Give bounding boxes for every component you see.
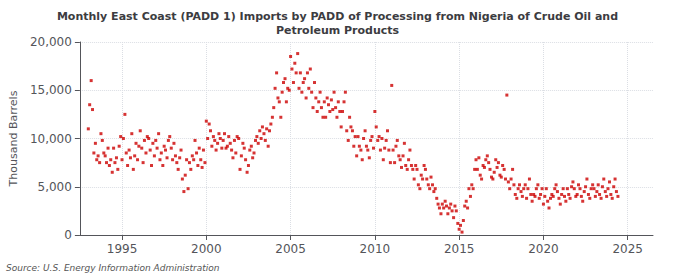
svg-text:2000: 2000 <box>191 242 222 256</box>
svg-text:2020: 2020 <box>528 242 559 256</box>
svg-text:15,000: 15,000 <box>30 83 72 97</box>
svg-text:2025: 2025 <box>612 242 643 256</box>
svg-text:Monthly East Coast (PADD 1) Im: Monthly East Coast (PADD 1) Imports by P… <box>57 10 618 23</box>
svg-text:Source: U.S. Energy Informatio: Source: U.S. Energy Information Administ… <box>6 263 220 273</box>
svg-text:2005: 2005 <box>275 242 306 256</box>
svg-text:5,000: 5,000 <box>38 180 72 194</box>
svg-text:Thousand Barrels: Thousand Barrels <box>7 90 20 187</box>
svg-text:20,000: 20,000 <box>30 35 72 49</box>
svg-text:Petroleum Products: Petroleum Products <box>276 24 400 37</box>
svg-text:2010: 2010 <box>360 242 391 256</box>
svg-text:1995: 1995 <box>107 242 138 256</box>
svg-text:0: 0 <box>64 228 72 242</box>
svg-text:2015: 2015 <box>444 242 475 256</box>
svg-text:10,000: 10,000 <box>30 132 72 146</box>
